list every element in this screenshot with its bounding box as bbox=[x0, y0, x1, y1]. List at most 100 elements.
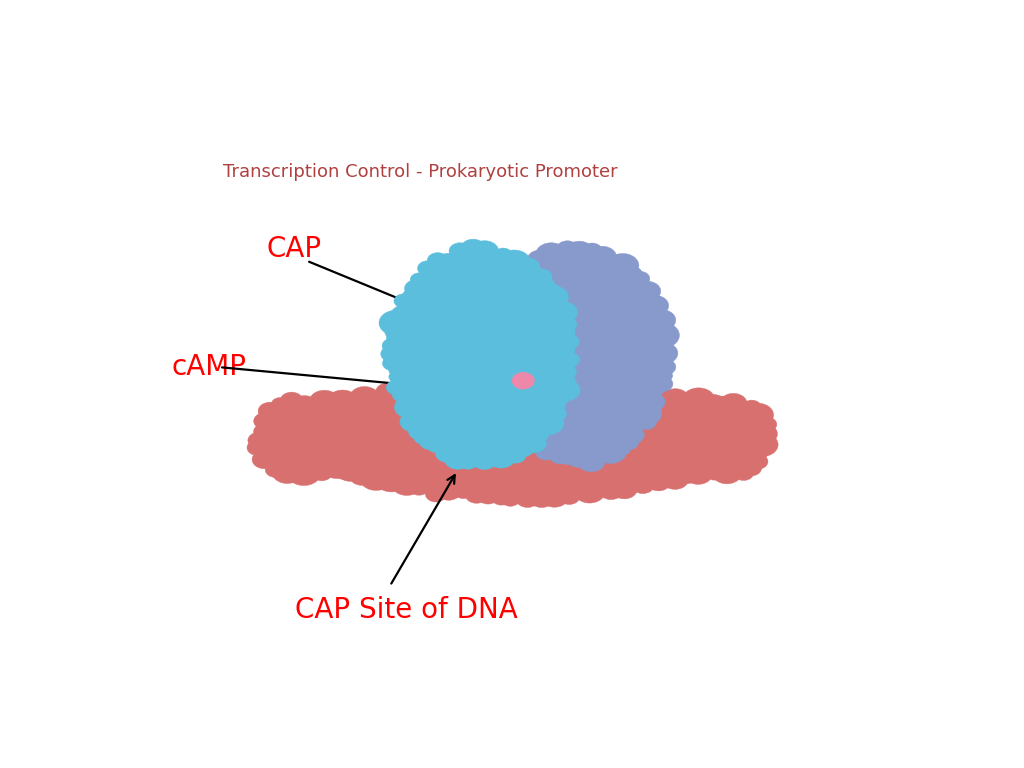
Circle shape bbox=[444, 327, 465, 343]
Circle shape bbox=[513, 264, 532, 279]
Circle shape bbox=[428, 395, 462, 420]
Circle shape bbox=[523, 375, 545, 391]
Circle shape bbox=[470, 439, 488, 452]
Circle shape bbox=[490, 352, 522, 376]
Circle shape bbox=[541, 409, 570, 432]
Circle shape bbox=[487, 285, 515, 306]
Circle shape bbox=[502, 316, 524, 333]
Circle shape bbox=[385, 326, 402, 339]
Circle shape bbox=[556, 330, 587, 354]
Circle shape bbox=[447, 420, 467, 434]
Circle shape bbox=[605, 426, 624, 440]
Circle shape bbox=[629, 396, 660, 419]
Circle shape bbox=[332, 445, 353, 461]
Circle shape bbox=[474, 314, 507, 338]
Circle shape bbox=[733, 423, 762, 444]
Circle shape bbox=[370, 426, 396, 446]
Circle shape bbox=[312, 439, 332, 454]
Circle shape bbox=[506, 296, 526, 313]
Circle shape bbox=[667, 446, 689, 463]
Circle shape bbox=[468, 379, 502, 404]
Circle shape bbox=[540, 417, 570, 440]
Circle shape bbox=[297, 455, 316, 469]
Circle shape bbox=[536, 468, 560, 487]
Circle shape bbox=[258, 402, 283, 420]
Circle shape bbox=[466, 336, 495, 357]
Circle shape bbox=[698, 446, 724, 465]
Circle shape bbox=[322, 405, 351, 426]
Circle shape bbox=[530, 435, 557, 455]
Circle shape bbox=[582, 419, 601, 432]
Circle shape bbox=[620, 438, 639, 452]
Circle shape bbox=[677, 402, 710, 427]
Circle shape bbox=[577, 293, 602, 312]
Circle shape bbox=[642, 429, 660, 443]
Circle shape bbox=[589, 281, 611, 298]
Circle shape bbox=[733, 435, 752, 448]
Circle shape bbox=[397, 414, 417, 429]
Circle shape bbox=[335, 398, 368, 422]
Circle shape bbox=[670, 416, 692, 432]
Circle shape bbox=[690, 420, 710, 435]
Circle shape bbox=[388, 361, 411, 378]
Circle shape bbox=[544, 398, 565, 413]
Circle shape bbox=[560, 251, 585, 269]
Circle shape bbox=[404, 337, 425, 353]
Circle shape bbox=[711, 418, 732, 434]
Circle shape bbox=[622, 276, 650, 298]
Circle shape bbox=[272, 399, 301, 422]
Circle shape bbox=[662, 389, 689, 409]
Circle shape bbox=[696, 429, 716, 444]
Circle shape bbox=[505, 414, 536, 437]
Circle shape bbox=[636, 366, 667, 389]
Circle shape bbox=[529, 452, 554, 470]
Circle shape bbox=[400, 437, 424, 454]
Circle shape bbox=[432, 428, 460, 449]
Circle shape bbox=[647, 353, 666, 366]
Circle shape bbox=[579, 436, 609, 459]
Circle shape bbox=[554, 396, 583, 418]
Circle shape bbox=[516, 490, 540, 508]
Circle shape bbox=[425, 442, 454, 463]
Circle shape bbox=[581, 317, 608, 337]
Circle shape bbox=[676, 398, 693, 411]
Circle shape bbox=[348, 416, 373, 435]
Circle shape bbox=[536, 243, 567, 266]
Circle shape bbox=[701, 446, 722, 462]
Circle shape bbox=[564, 381, 590, 400]
Circle shape bbox=[599, 482, 623, 500]
Circle shape bbox=[733, 465, 754, 481]
Circle shape bbox=[461, 263, 479, 276]
Circle shape bbox=[583, 243, 602, 257]
Circle shape bbox=[443, 394, 465, 410]
Circle shape bbox=[645, 319, 665, 334]
Circle shape bbox=[306, 413, 330, 431]
Circle shape bbox=[458, 433, 482, 452]
Circle shape bbox=[561, 449, 580, 463]
Circle shape bbox=[581, 265, 605, 283]
Circle shape bbox=[591, 474, 609, 488]
Circle shape bbox=[691, 451, 723, 474]
Circle shape bbox=[531, 395, 553, 411]
Circle shape bbox=[542, 283, 559, 296]
Circle shape bbox=[487, 412, 506, 426]
Circle shape bbox=[418, 422, 442, 441]
Circle shape bbox=[575, 332, 606, 354]
Circle shape bbox=[606, 253, 639, 277]
Circle shape bbox=[407, 459, 434, 480]
Circle shape bbox=[428, 390, 446, 405]
Circle shape bbox=[497, 262, 524, 283]
Circle shape bbox=[549, 375, 570, 390]
Circle shape bbox=[349, 406, 377, 426]
Circle shape bbox=[653, 415, 671, 428]
Circle shape bbox=[718, 431, 743, 449]
Circle shape bbox=[468, 372, 490, 389]
Circle shape bbox=[454, 337, 472, 350]
Circle shape bbox=[387, 384, 407, 398]
Circle shape bbox=[494, 386, 512, 399]
Circle shape bbox=[623, 477, 643, 492]
Circle shape bbox=[554, 389, 577, 406]
Circle shape bbox=[532, 269, 552, 284]
Circle shape bbox=[624, 348, 642, 362]
Circle shape bbox=[741, 435, 761, 449]
